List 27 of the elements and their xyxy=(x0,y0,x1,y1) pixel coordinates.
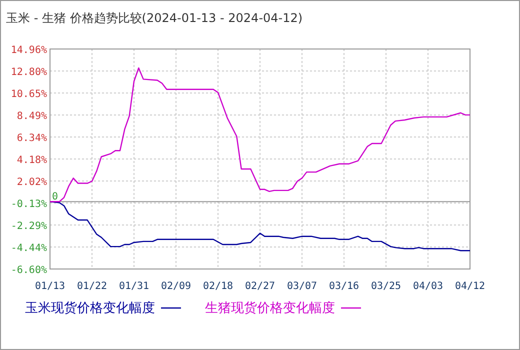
x-tick-label: 04/12 xyxy=(454,281,486,292)
ref-line-label: 0 xyxy=(52,192,58,203)
y-tick-label: -6.60% xyxy=(10,265,47,276)
y-tick-label: 6.34% xyxy=(16,132,47,144)
y-tick-label: 2.02% xyxy=(16,177,47,188)
legend-label: 生猪现货价格变化幅度 xyxy=(205,300,335,316)
x-tick-label: 01/31 xyxy=(118,281,150,292)
x-tick-label: 02/27 xyxy=(244,281,276,292)
y-tick-label: 4.18% xyxy=(16,155,47,166)
x-tick-label: 02/18 xyxy=(202,281,234,292)
chart-title: 玉米 - 生猪 价格趋势比较(2024-01-13 - 2024-04-12) xyxy=(6,11,303,25)
y-tick-label: -0.13% xyxy=(10,198,47,210)
x-tick-label: 03/07 xyxy=(286,281,318,292)
legend-label: 玉米现货价格变化幅度 xyxy=(25,300,155,316)
line-series xyxy=(49,67,471,202)
y-tick-label: 12.80% xyxy=(10,67,47,78)
x-tick-label: 01/22 xyxy=(76,281,108,292)
x-tick-label: 01/13 xyxy=(34,281,66,292)
x-tick-label: 02/09 xyxy=(160,281,192,292)
x-tick-label: 04/03 xyxy=(412,281,444,292)
y-tick-label: 8.49% xyxy=(16,111,47,122)
y-tick-label: 14.96% xyxy=(10,45,47,56)
y-tick-label: -4.44% xyxy=(10,242,47,254)
x-tick-label: 03/25 xyxy=(370,281,402,292)
y-tick-label: -2.29% xyxy=(10,221,47,232)
x-tick-label: 03/16 xyxy=(328,281,360,292)
y-tick-label: 10.65% xyxy=(10,88,47,100)
